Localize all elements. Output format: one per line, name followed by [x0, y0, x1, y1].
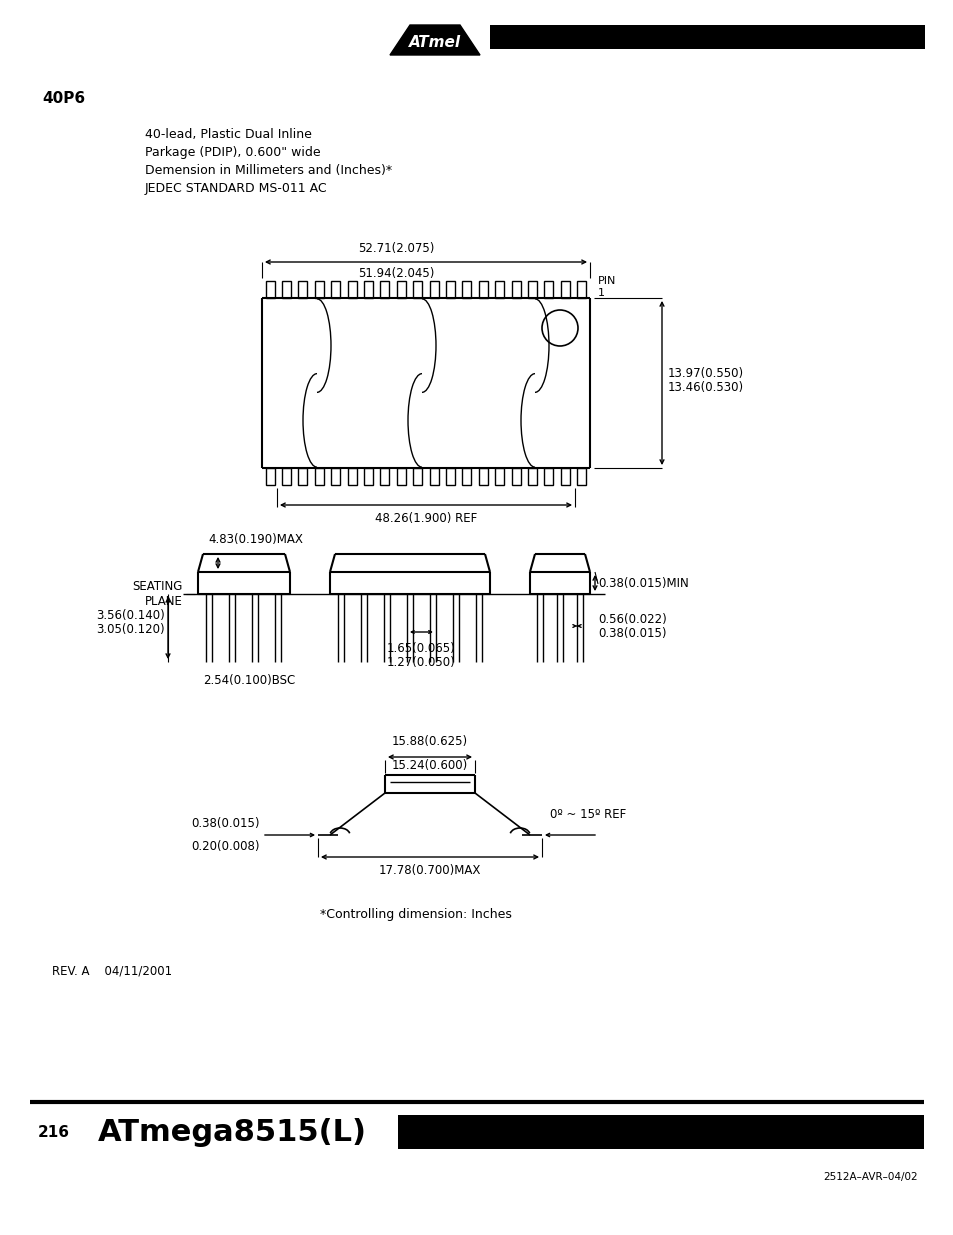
Bar — [282, 282, 291, 298]
Bar — [577, 468, 586, 485]
Text: SEATING
PLANE: SEATING PLANE — [132, 580, 183, 608]
Bar — [429, 468, 438, 485]
Text: 0.38(0.015): 0.38(0.015) — [598, 626, 666, 640]
Bar — [413, 282, 422, 298]
Text: REV. A    04/11/2001: REV. A 04/11/2001 — [52, 965, 172, 978]
Bar — [511, 468, 520, 485]
Bar — [347, 282, 356, 298]
Bar — [511, 282, 520, 298]
Text: 3.56(0.140): 3.56(0.140) — [96, 609, 165, 622]
Text: 0.38(0.015): 0.38(0.015) — [192, 818, 260, 830]
Text: 13.97(0.550): 13.97(0.550) — [667, 367, 743, 379]
Text: Parkage (PDIP), 0.600" wide: Parkage (PDIP), 0.600" wide — [145, 146, 320, 159]
Bar — [364, 468, 373, 485]
Bar — [266, 468, 274, 485]
Text: 48.26(1.900) REF: 48.26(1.900) REF — [375, 513, 476, 525]
Text: 3.05(0.120): 3.05(0.120) — [96, 622, 165, 636]
Bar — [314, 468, 324, 485]
Bar — [478, 468, 487, 485]
Bar — [528, 282, 537, 298]
Bar — [577, 282, 586, 298]
Text: 15.88(0.625): 15.88(0.625) — [392, 735, 468, 748]
Bar — [495, 468, 504, 485]
Bar — [495, 282, 504, 298]
Text: ATmel: ATmel — [409, 35, 460, 49]
Bar — [560, 468, 569, 485]
Bar — [298, 282, 307, 298]
Bar — [544, 282, 553, 298]
Text: 0º ~ 15º REF: 0º ~ 15º REF — [550, 809, 625, 821]
Bar — [478, 282, 487, 298]
Bar — [462, 468, 471, 485]
Text: 2.54(0.100)BSC: 2.54(0.100)BSC — [203, 674, 294, 687]
Bar — [266, 282, 274, 298]
Text: Demension in Millimeters and (Inches)*: Demension in Millimeters and (Inches)* — [145, 164, 392, 177]
Bar — [490, 25, 924, 49]
Text: 4.83(0.190)MAX: 4.83(0.190)MAX — [208, 534, 302, 546]
Text: 40-lead, Plastic Dual Inline: 40-lead, Plastic Dual Inline — [145, 128, 312, 141]
Text: ATmega8515(L): ATmega8515(L) — [98, 1119, 367, 1147]
Bar — [331, 282, 340, 298]
Text: PIN
1: PIN 1 — [598, 275, 616, 298]
Bar — [560, 282, 569, 298]
Bar — [331, 468, 340, 485]
Bar — [446, 468, 455, 485]
Bar — [314, 282, 324, 298]
Bar — [298, 468, 307, 485]
Bar — [528, 468, 537, 485]
Bar — [429, 282, 438, 298]
Bar — [413, 468, 422, 485]
Bar — [397, 1115, 923, 1149]
Text: 1.65(0.065): 1.65(0.065) — [387, 642, 456, 655]
Text: 0.38(0.015)MIN: 0.38(0.015)MIN — [598, 578, 688, 590]
Bar — [462, 282, 471, 298]
Bar — [544, 468, 553, 485]
Text: 40P6: 40P6 — [42, 90, 85, 105]
Text: 2512A–AVR–04/02: 2512A–AVR–04/02 — [822, 1172, 917, 1182]
Bar — [446, 282, 455, 298]
Bar — [380, 468, 389, 485]
Bar — [364, 282, 373, 298]
Bar — [347, 468, 356, 485]
Text: 17.78(0.700)MAX: 17.78(0.700)MAX — [378, 864, 480, 877]
Bar — [282, 468, 291, 485]
Text: 15.24(0.600): 15.24(0.600) — [392, 760, 468, 772]
Bar — [396, 282, 405, 298]
Text: 0.56(0.022): 0.56(0.022) — [598, 613, 666, 625]
Bar — [396, 468, 405, 485]
Text: JEDEC STANDARD MS-011 AC: JEDEC STANDARD MS-011 AC — [145, 182, 327, 195]
Text: 51.94(2.045): 51.94(2.045) — [357, 267, 434, 280]
Text: 13.46(0.530): 13.46(0.530) — [667, 382, 743, 394]
Text: 52.71(2.075): 52.71(2.075) — [357, 242, 434, 254]
Text: 0.20(0.008): 0.20(0.008) — [192, 840, 260, 853]
Text: 1.27(0.050): 1.27(0.050) — [387, 656, 456, 669]
Text: 216: 216 — [38, 1125, 70, 1140]
Bar — [380, 282, 389, 298]
Text: *Controlling dimension: Inches: *Controlling dimension: Inches — [319, 908, 512, 921]
Polygon shape — [390, 25, 479, 56]
